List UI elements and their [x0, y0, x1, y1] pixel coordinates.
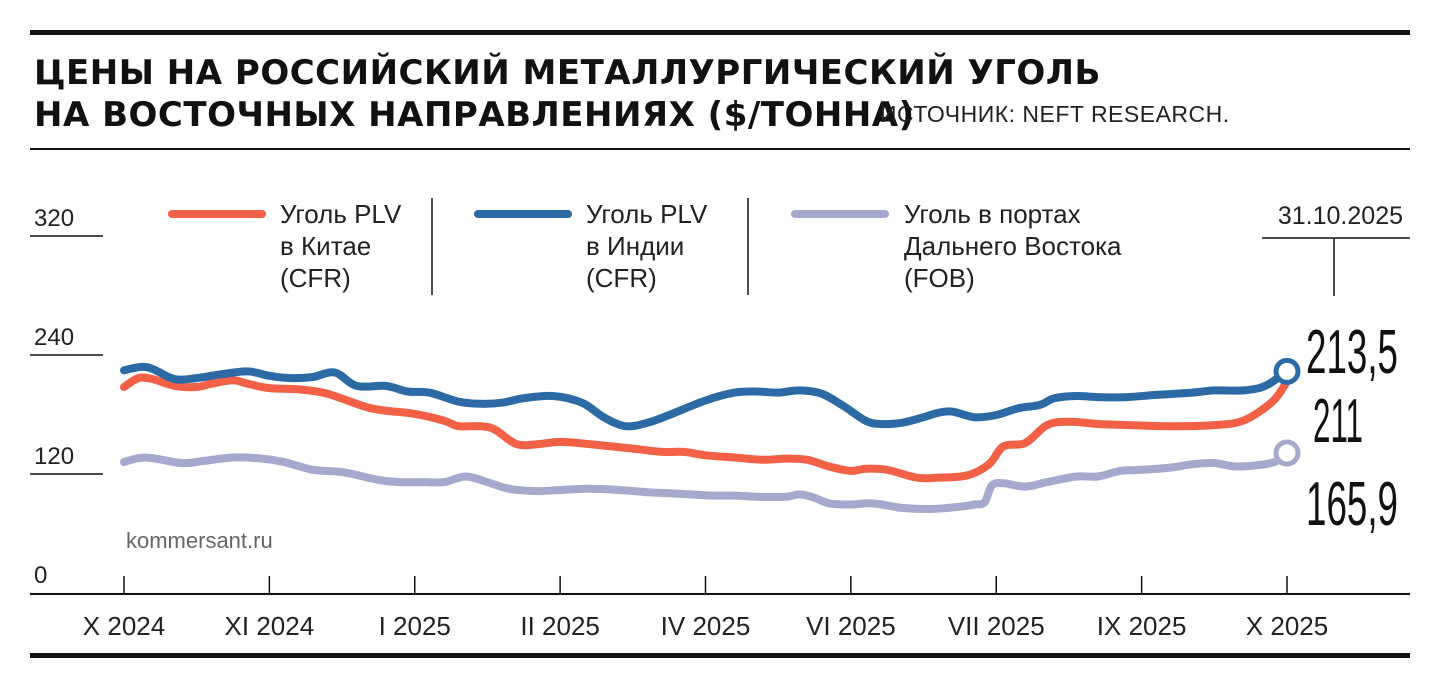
series-line-india: [120, 362, 1291, 431]
legend-china-line-2: в Китае: [280, 231, 371, 261]
legend-china-line-1: Уголь PLV: [280, 199, 402, 229]
y-tick-label-120: 120: [34, 443, 74, 470]
bottom-rule: [30, 653, 1410, 658]
x-tick-label-4: IV 2025: [661, 611, 751, 641]
x-ticks: X 2024 XI 2024 I 2025 II 2025 IV 2025 VI 2025…: [83, 576, 1328, 641]
legend-far-east-line-1: Уголь в портах: [904, 199, 1081, 229]
x-tick-label-2: I 2025: [379, 611, 451, 641]
end-marker-india: [1273, 357, 1301, 385]
x-tick-label-8: X 2025: [1246, 611, 1328, 641]
end-value-far-east: 165,9: [1306, 470, 1398, 539]
x-tick-label-1: XI 2024: [225, 611, 315, 641]
legend-far-east-line-2: Дальнего Востока: [904, 231, 1122, 261]
date-marker: 31.10.2025: [1262, 202, 1410, 296]
legend-far-east-line-3: (FOB): [904, 263, 975, 293]
legend-item-china: Уголь PLV в Китае (CFR): [168, 199, 409, 293]
source-note: ИСТОЧНИК: NEFT RESEARCH.: [880, 101, 1230, 127]
series-line-china: [120, 373, 1291, 483]
x-tick-label-0: X 2024: [83, 611, 165, 641]
y-tick-label-240: 240: [34, 324, 74, 351]
end-value-india: 213,5: [1306, 318, 1398, 387]
x-tick-label-6: VII 2025: [948, 611, 1045, 641]
title-line-2: НА ВОСТОЧНЫХ НАПРАВЛЕНИЯХ ($/ТОННА): [34, 95, 915, 135]
legend-label-far-east: Уголь в портах Дальнего Востока (FOB): [904, 199, 1129, 293]
end-marker-far-east: [1273, 439, 1301, 467]
legend-label-china: Уголь PLV в Китае (CFR): [280, 199, 409, 293]
legend-item-far-east: Уголь в портах Дальнего Востока (FOB): [791, 199, 1129, 293]
last-date-label: 31.10.2025: [1278, 202, 1403, 230]
y-tick-label-320: 320: [34, 205, 74, 232]
legend-india-line-3: (CFR): [586, 263, 657, 293]
y-axis: 320 240 120 0: [30, 205, 103, 589]
header-rule: [30, 148, 1410, 150]
series-line-far-east: [120, 449, 1291, 514]
legend-china-line-3: (CFR): [280, 263, 351, 293]
end-value-labels: 213,5 211 165,9: [1306, 318, 1398, 539]
legend-item-india: Уголь PLV в Индии (CFR): [474, 199, 715, 293]
legend: Уголь PLV в Китае (CFR) Уголь PLV в Инди…: [168, 198, 1129, 295]
x-tick-label-5: VI 2025: [806, 611, 896, 641]
chart-title: ЦЕНЫ НА РОССИЙСКИЙ МЕТАЛЛУРГИЧЕСКИЙ УГОЛ…: [34, 52, 1101, 136]
top-rule: [30, 30, 1410, 35]
legend-india-line-1: Уголь PLV: [586, 199, 708, 229]
series-layer: [120, 357, 1301, 514]
x-tick-label-7: IX 2025: [1097, 611, 1187, 641]
legend-india-line-2: в Индии: [586, 231, 684, 261]
x-tick-label-3: II 2025: [520, 611, 600, 641]
end-value-china: 211: [1313, 387, 1363, 456]
title-line-1: ЦЕНЫ НА РОССИЙСКИЙ МЕТАЛЛУРГИЧЕСКИЙ УГОЛ…: [34, 53, 1101, 93]
watermark: kommersant.ru: [126, 528, 273, 553]
y-tick-label-0: 0: [34, 562, 47, 589]
legend-label-india: Уголь PLV в Индии (CFR): [586, 199, 715, 293]
